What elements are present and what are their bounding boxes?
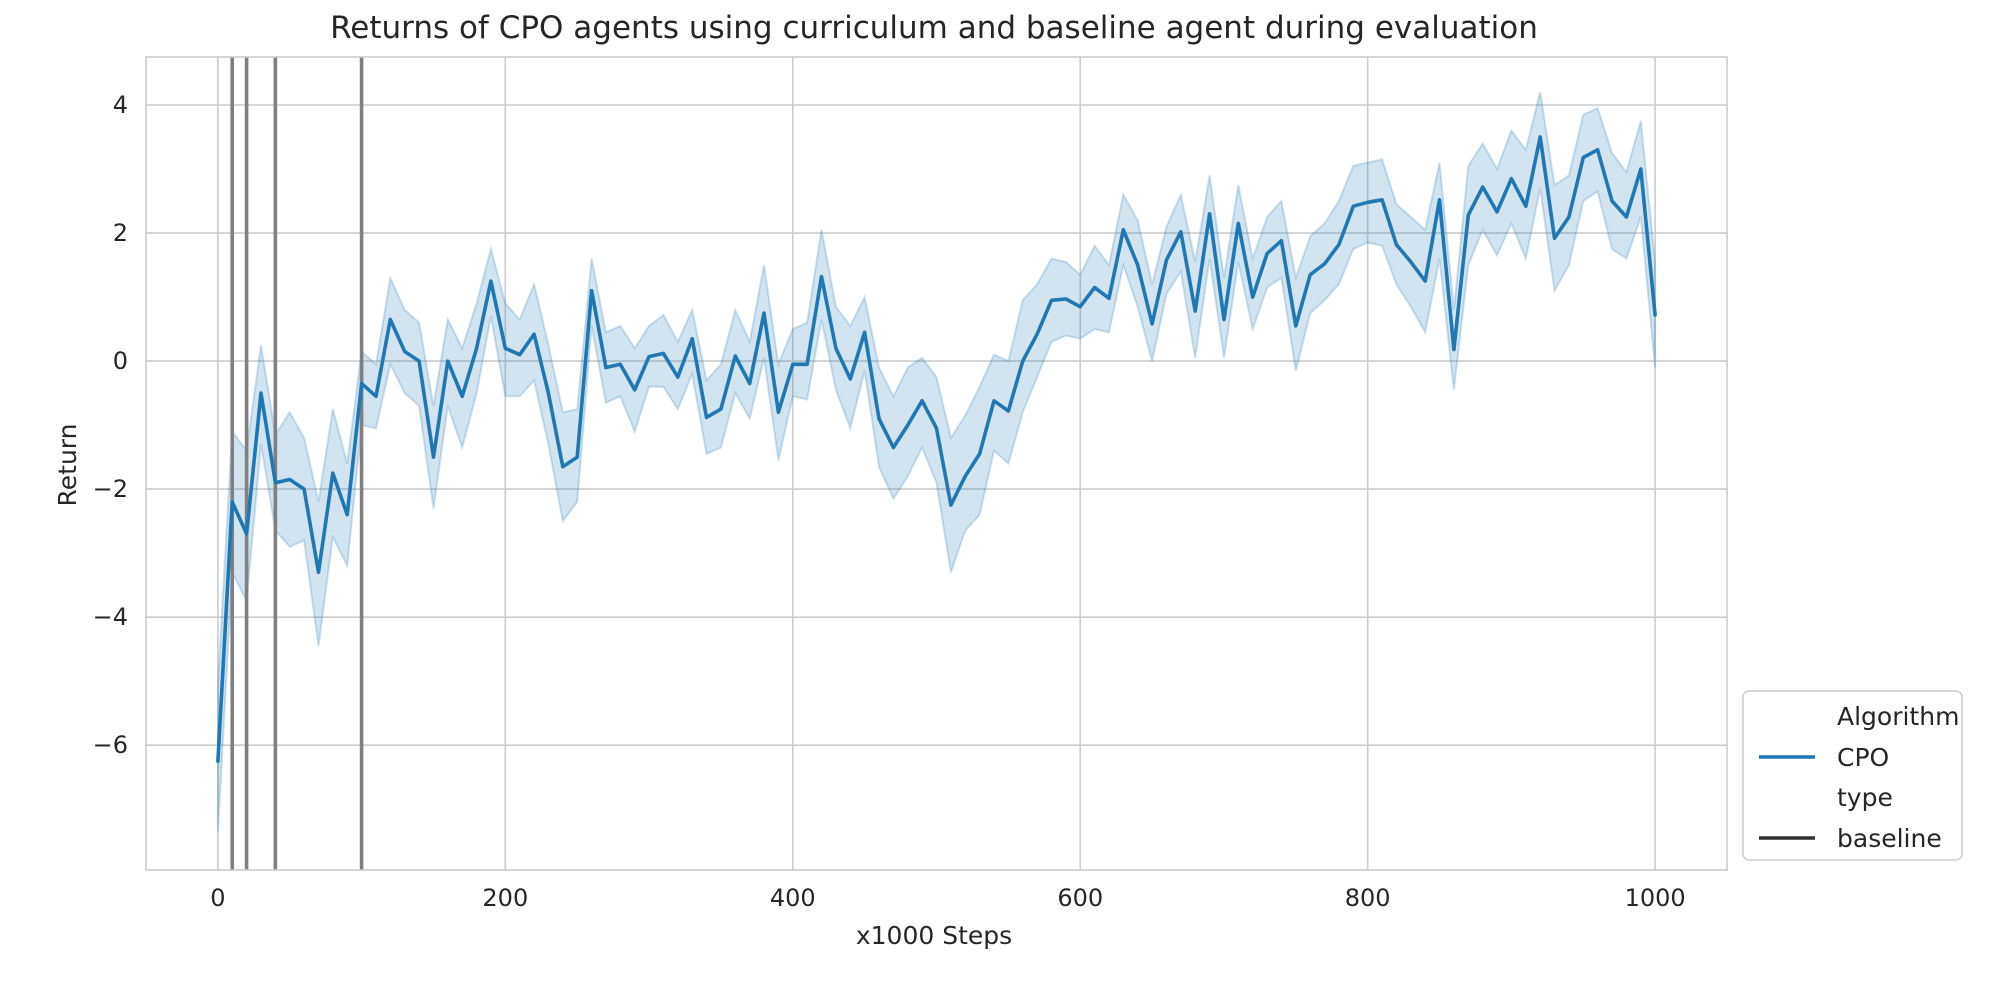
baseline-vlines bbox=[230, 57, 364, 870]
x-tick-labels: 0 200 400 600 800 1000 bbox=[210, 884, 1685, 912]
series-lines bbox=[216, 135, 1657, 764]
x-tick-label: 600 bbox=[1057, 884, 1103, 912]
legend-box bbox=[1742, 690, 1963, 861]
legend: Algorithm CPO type baseline bbox=[1742, 690, 1963, 861]
grid bbox=[146, 57, 1727, 870]
y-tick-label: 2 bbox=[113, 219, 128, 247]
y-tick-label: 4 bbox=[113, 91, 128, 119]
y-tick-label: −4 bbox=[93, 603, 128, 631]
x-axis-title: x1000 Steps bbox=[856, 921, 1012, 950]
chart-title: Returns of CPO agents using curriculum a… bbox=[330, 10, 1538, 46]
legend-label: baseline bbox=[1837, 824, 1942, 853]
legend-header: Algorithm bbox=[1837, 702, 1959, 731]
legend-header: type bbox=[1837, 783, 1893, 812]
x-tick-label: 800 bbox=[1345, 884, 1391, 912]
series-line bbox=[216, 135, 1657, 764]
y-tick-label: −2 bbox=[93, 475, 128, 503]
legend-label: CPO bbox=[1837, 743, 1889, 772]
plot-frame bbox=[145, 56, 1728, 871]
confidence-bands bbox=[216, 91, 1657, 832]
x-tick-label: 400 bbox=[770, 884, 816, 912]
y-axis-title: Return bbox=[53, 424, 82, 507]
x-tick-label: 200 bbox=[482, 884, 528, 912]
y-tick-label: −6 bbox=[93, 731, 128, 759]
x-tick-label: 1000 bbox=[1625, 884, 1686, 912]
y-tick-label: 0 bbox=[113, 347, 128, 375]
y-tick-labels: −6 −4 −2 0 2 4 bbox=[93, 91, 128, 759]
confidence-band bbox=[216, 91, 1657, 832]
x-tick-label: 0 bbox=[210, 884, 225, 912]
